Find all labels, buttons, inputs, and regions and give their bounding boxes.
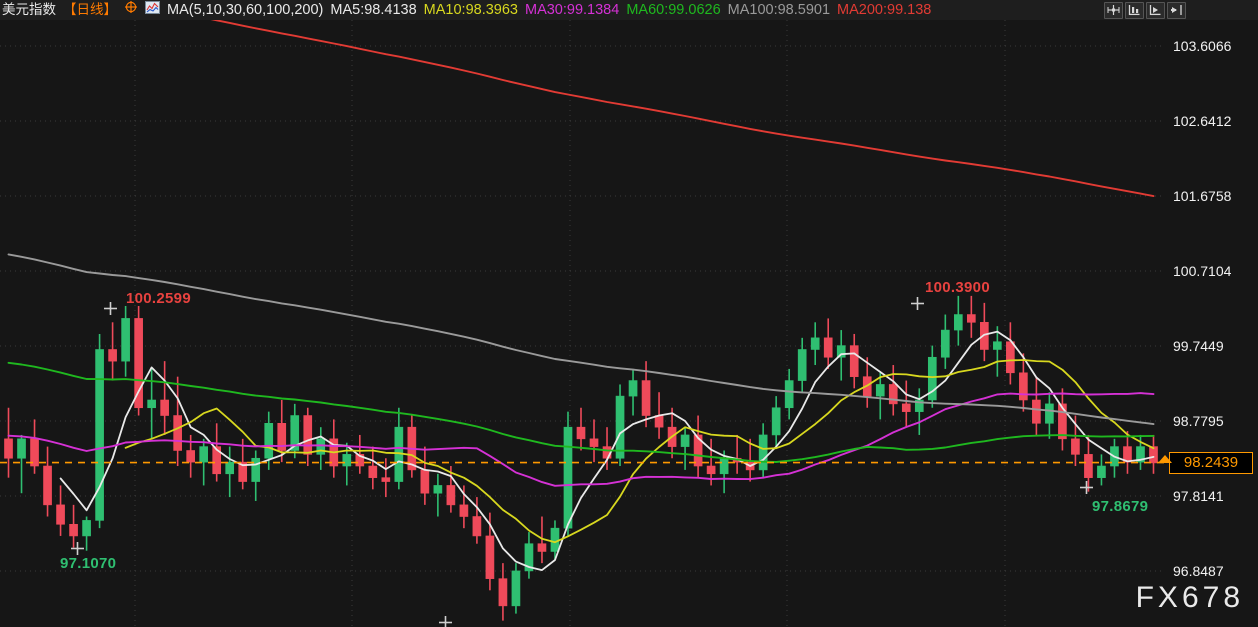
align-left-icon[interactable]	[1125, 2, 1144, 19]
swing-high-1-marker-icon	[103, 301, 118, 321]
swing-high-2-marker-icon	[910, 296, 925, 316]
swing-low-3-marker-icon	[1079, 480, 1094, 500]
last-price-label[interactable]: 98.2439	[1169, 451, 1253, 474]
period-tag[interactable]: 【日线】	[63, 2, 117, 18]
ma100-readout: MA100:98.5901	[727, 2, 831, 18]
price-axis-tick: 103.6066	[1173, 38, 1232, 54]
price-axis-tick: 100.7104	[1173, 263, 1232, 279]
align-center-icon[interactable]	[1146, 2, 1165, 19]
swing-low-3-label: 97.8679	[1092, 498, 1149, 515]
align-right-icon[interactable]	[1167, 2, 1186, 19]
price-axis-tick: 101.6758	[1173, 188, 1232, 204]
symbol-name: 美元指数	[2, 2, 56, 18]
price-axis-tick: 97.8141	[1173, 488, 1224, 504]
price-axis[interactable]: 103.6066 102.6412 101.6758 100.7104 99.7449 9…	[1165, 20, 1258, 627]
fit-all-icon[interactable]	[1104, 2, 1123, 19]
candlestick-series	[4, 295, 1158, 621]
ma10-readout: MA10:98.3963	[423, 2, 518, 18]
swing-low-2-marker-icon	[438, 615, 453, 627]
swing-low-1-marker-icon	[70, 541, 85, 561]
swing-high-1-label: 100.2599	[126, 290, 191, 307]
watermark: FX678	[1135, 581, 1244, 614]
swing-low-1-label: 97.1070	[60, 555, 117, 572]
price-axis-tick: 102.6412	[1173, 113, 1232, 129]
last-price-marker	[1158, 454, 1172, 463]
chart-header: 美元指数 【日线】 MA(5,10,30,60,100,200) MA5:98.…	[0, 0, 1258, 20]
price-axis-tick: 96.8487	[1173, 563, 1224, 579]
ma200-readout: MA200:99.138	[837, 2, 932, 18]
moving-average-lines	[0, 20, 1165, 571]
ma5-readout: MA5:98.4138	[330, 2, 417, 18]
chart-toolbar	[1104, 2, 1186, 19]
crosshair-target-icon[interactable]	[124, 0, 138, 20]
ma60-readout: MA60:99.0626	[626, 2, 721, 18]
ma-definition: MA(5,10,30,60,100,200)	[167, 2, 324, 18]
ma30-readout: MA30:99.1384	[524, 2, 620, 18]
line-chart-icon[interactable]	[145, 0, 160, 20]
price-axis-tick: 98.7795	[1173, 413, 1224, 429]
swing-high-2-label: 100.3900	[925, 279, 990, 296]
price-axis-tick: 99.7449	[1173, 338, 1224, 354]
